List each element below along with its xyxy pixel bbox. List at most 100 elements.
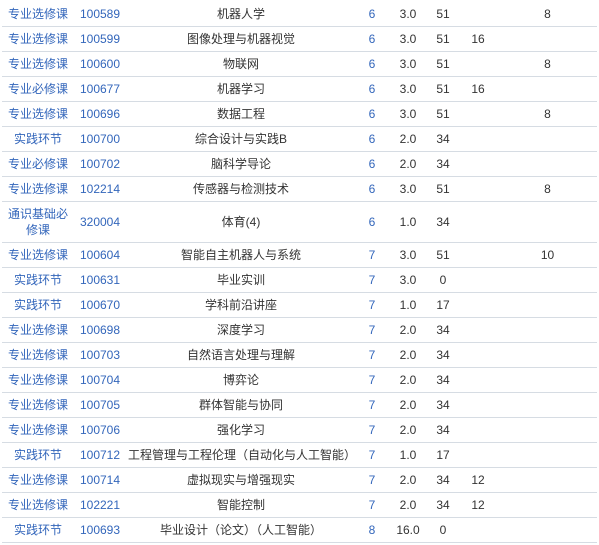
- course-code-link[interactable]: 100604: [74, 243, 126, 268]
- course-category-link[interactable]: 实践环节: [2, 518, 74, 543]
- course-category-link[interactable]: 通识基础必修课: [2, 202, 74, 243]
- course-code-link[interactable]: 100700: [74, 127, 126, 152]
- course-category-link[interactable]: 实践环节: [2, 293, 74, 318]
- course-term-link[interactable]: 6: [356, 177, 388, 202]
- course-extra2: 8: [498, 52, 597, 77]
- course-category-link[interactable]: 实践环节: [2, 443, 74, 468]
- course-extra1: [458, 518, 498, 543]
- course-hours: 34: [428, 418, 458, 443]
- course-code-link[interactable]: 100677: [74, 77, 126, 102]
- course-extra1: [458, 52, 498, 77]
- table-row: 专业选修课100706强化学习72.034: [2, 418, 597, 443]
- course-category-link[interactable]: 专业选修课: [2, 27, 74, 52]
- course-code-link[interactable]: 100698: [74, 318, 126, 343]
- course-term-link[interactable]: 8: [356, 518, 388, 543]
- course-term-link[interactable]: 6: [356, 77, 388, 102]
- course-code-link[interactable]: 100703: [74, 343, 126, 368]
- course-hours: 0: [428, 268, 458, 293]
- course-hours: 34: [428, 343, 458, 368]
- course-term-link[interactable]: 7: [356, 293, 388, 318]
- course-extra1: [458, 418, 498, 443]
- course-code-link[interactable]: 100704: [74, 368, 126, 393]
- course-category-link[interactable]: 专业选修课: [2, 2, 74, 27]
- course-category-link[interactable]: 专业选修课: [2, 343, 74, 368]
- course-credit: 1.0: [388, 293, 428, 318]
- table-row: 专业选修课100604智能自主机器人与系统73.05110: [2, 243, 597, 268]
- course-credit: 3.0: [388, 177, 428, 202]
- course-term-link[interactable]: 6: [356, 52, 388, 77]
- table-row: 专业选修课100704博弈论72.034: [2, 368, 597, 393]
- course-term-link[interactable]: 6: [356, 152, 388, 177]
- course-extra2: 8: [498, 177, 597, 202]
- course-code-link[interactable]: 102214: [74, 177, 126, 202]
- course-extra1: [458, 293, 498, 318]
- course-code-link[interactable]: 100706: [74, 418, 126, 443]
- course-extra1: [458, 152, 498, 177]
- course-extra1: [458, 318, 498, 343]
- course-code-link[interactable]: 100702: [74, 152, 126, 177]
- course-category-link[interactable]: 专业必修课: [2, 77, 74, 102]
- course-term-link[interactable]: 7: [356, 343, 388, 368]
- course-term-link[interactable]: 7: [356, 493, 388, 518]
- table-row: 专业选修课100600物联网63.0518: [2, 52, 597, 77]
- course-hours: 51: [428, 102, 458, 127]
- course-term-link[interactable]: 7: [356, 418, 388, 443]
- table-row: 专业选修课100599图像处理与机器视觉63.05116: [2, 27, 597, 52]
- course-category-link[interactable]: 专业选修课: [2, 102, 74, 127]
- course-term-link[interactable]: 6: [356, 27, 388, 52]
- course-term-link[interactable]: 6: [356, 202, 388, 243]
- course-code-link[interactable]: 100599: [74, 27, 126, 52]
- course-category-link[interactable]: 专业选修课: [2, 393, 74, 418]
- course-code-link[interactable]: 100705: [74, 393, 126, 418]
- course-extra2: [498, 293, 597, 318]
- course-category-link[interactable]: 专业选修课: [2, 243, 74, 268]
- course-category-link[interactable]: 专业选修课: [2, 418, 74, 443]
- course-hours: 34: [428, 368, 458, 393]
- table-row: 专业选修课100589机器人学63.0518: [2, 2, 597, 27]
- course-extra1: [458, 443, 498, 468]
- course-code-link[interactable]: 100696: [74, 102, 126, 127]
- course-code-link[interactable]: 100589: [74, 2, 126, 27]
- course-credit: 2.0: [388, 318, 428, 343]
- course-category-link[interactable]: 专业选修课: [2, 177, 74, 202]
- course-code-link[interactable]: 320004: [74, 202, 126, 243]
- course-hours: 17: [428, 443, 458, 468]
- table-row: 实践环节100693毕业设计（论文）（人工智能）816.00: [2, 518, 597, 543]
- course-code-link[interactable]: 100670: [74, 293, 126, 318]
- course-term-link[interactable]: 7: [356, 393, 388, 418]
- course-code-link[interactable]: 100712: [74, 443, 126, 468]
- course-category-link[interactable]: 专业选修课: [2, 493, 74, 518]
- course-name: 毕业实训: [126, 268, 356, 293]
- table-row: 实践环节100712工程管理与工程伦理（自动化与人工智能）71.017: [2, 443, 597, 468]
- course-hours: 51: [428, 243, 458, 268]
- course-extra1: [458, 127, 498, 152]
- course-code-link[interactable]: 100631: [74, 268, 126, 293]
- course-term-link[interactable]: 6: [356, 2, 388, 27]
- course-code-link[interactable]: 102221: [74, 493, 126, 518]
- course-category-link[interactable]: 专业选修课: [2, 468, 74, 493]
- course-code-link[interactable]: 100714: [74, 468, 126, 493]
- course-category-link[interactable]: 实践环节: [2, 127, 74, 152]
- course-extra2: [498, 368, 597, 393]
- course-code-link[interactable]: 100693: [74, 518, 126, 543]
- course-name: 机器学习: [126, 77, 356, 102]
- course-term-link[interactable]: 7: [356, 443, 388, 468]
- course-category-link[interactable]: 专业选修课: [2, 318, 74, 343]
- course-name: 群体智能与协同: [126, 393, 356, 418]
- course-term-link[interactable]: 7: [356, 318, 388, 343]
- course-extra2: [498, 77, 597, 102]
- course-credit: 3.0: [388, 52, 428, 77]
- course-term-link[interactable]: 7: [356, 268, 388, 293]
- course-category-link[interactable]: 实践环节: [2, 268, 74, 293]
- course-category-link[interactable]: 专业选修课: [2, 52, 74, 77]
- course-hours: 34: [428, 393, 458, 418]
- course-term-link[interactable]: 7: [356, 243, 388, 268]
- course-term-link[interactable]: 6: [356, 127, 388, 152]
- course-term-link[interactable]: 7: [356, 368, 388, 393]
- course-category-link[interactable]: 专业必修课: [2, 152, 74, 177]
- course-term-link[interactable]: 7: [356, 468, 388, 493]
- course-name: 体育(4): [126, 202, 356, 243]
- course-category-link[interactable]: 专业选修课: [2, 368, 74, 393]
- course-term-link[interactable]: 6: [356, 102, 388, 127]
- course-code-link[interactable]: 100600: [74, 52, 126, 77]
